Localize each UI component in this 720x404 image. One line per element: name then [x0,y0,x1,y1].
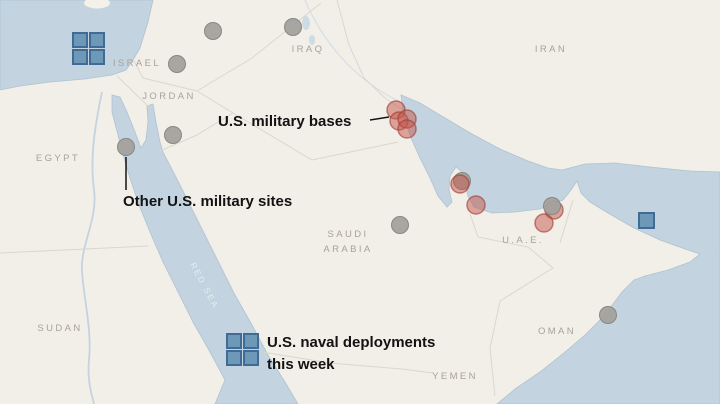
annotations-layer: U.S. military bases Other U.S. military s… [123,113,435,373]
military-site-marker [168,55,186,73]
naval-deployment-square [226,333,242,349]
euphrates-river [304,0,401,103]
naval-deployments-layer [72,32,655,366]
annotation-sites: Other U.S. military sites [123,193,292,210]
military-base-marker [466,195,486,215]
military-site-marker [543,197,561,215]
annotation-bases: U.S. military bases [218,113,351,130]
country-label: SAUDI [327,229,368,240]
military-site-marker [164,126,182,144]
naval-deployment-square [243,350,259,366]
country-label: EGYPT [36,153,80,164]
military-site-marker [117,138,135,156]
naval-deployment-square [72,49,88,65]
country-label: SUDAN [37,323,82,334]
country-label: ISRAEL [113,58,161,69]
military-site-marker [204,22,222,40]
naval-deployment-square [89,49,105,65]
naval-deployment-group [72,32,105,65]
markers-layer [117,18,617,324]
military-site-marker [599,306,617,324]
military-site-marker [284,18,302,36]
military-site-marker [391,216,409,234]
naval-deployment-square [226,350,242,366]
annotation-naval: U.S. naval deployments [267,334,435,351]
naval-deployment-square [638,212,655,229]
country-label: YEMEN [432,371,478,382]
military-base-marker [534,213,554,233]
country-label: IRAQ [292,44,325,55]
naval-deployment-group [638,212,655,229]
country-label: OMAN [538,326,576,337]
country-borders [0,0,574,397]
naval-deployment-square [243,333,259,349]
country-label: JORDAN [142,91,195,102]
persian-gulf-arabian-sea [400,94,720,404]
naval-deployment-square [89,32,105,48]
annotation-naval-line2: this week [267,356,335,373]
cyprus-island [84,0,110,9]
military-base-marker [450,174,470,194]
red-sea [111,94,299,404]
iraq-lake [302,16,310,30]
country-label: IRAN [535,44,567,55]
nile-river [81,91,103,404]
naval-deployment-square [72,32,88,48]
naval-deployment-group [226,333,259,366]
country-label: ARABIA [323,244,372,255]
iraq-lake-small [309,35,315,45]
country-label: U.A.E. [502,235,544,246]
annotation-leader-line [369,116,390,121]
military-base-marker [397,119,417,139]
